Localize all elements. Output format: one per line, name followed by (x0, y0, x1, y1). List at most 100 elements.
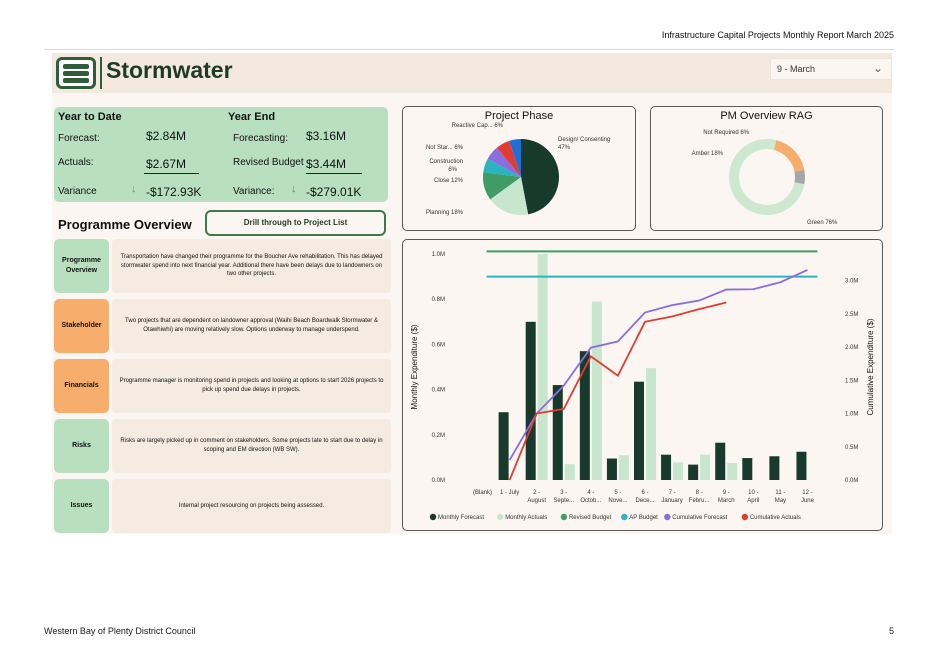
x-tick-label: Febru... (689, 498, 710, 504)
bar-monthly-actuals (591, 301, 602, 480)
bar-monthly-actuals (727, 463, 738, 480)
list-lines-icon (56, 57, 96, 89)
y2-tick-label: 2.5M (845, 312, 858, 318)
ytd-underline (144, 173, 199, 174)
pie-slice (487, 147, 521, 177)
chart-title: Project Phase (484, 110, 554, 122)
y2-tick-label: 0.0M (845, 478, 858, 484)
row-label-risks: Risks (54, 419, 109, 473)
x-tick-label: Dece... (635, 498, 654, 504)
x-tick-label: Septe... (553, 498, 574, 504)
ye-title: Year End (228, 111, 276, 123)
bar-monthly-actuals (700, 454, 711, 480)
bar-monthly-forecast (579, 351, 590, 480)
rag-chart: Green 76% Amber 18% Not Required 6% (692, 130, 838, 226)
x-tick-label: Octob... (580, 498, 601, 504)
data-label: Construction (429, 159, 463, 165)
pie-slice (509, 139, 521, 177)
x-tick-label: 3 - (560, 490, 567, 496)
bar-monthly-forecast (606, 458, 617, 480)
row-label-financials: Financials (54, 359, 109, 413)
ye-forecasting-label: Forecasting: (233, 133, 289, 144)
row-text-programme: Transportation have changed their progra… (112, 239, 391, 293)
data-label: Reactive Cap... 6% (452, 123, 504, 129)
row-label-issues: Issues (54, 479, 109, 533)
slicer-value: 9 - March (777, 64, 816, 74)
kpi-card: Year to Date Forecast: $2.84M Actuals: $… (54, 107, 388, 202)
row-label-programme: Programme Overview (54, 239, 109, 293)
data-label: Amber 18% (692, 151, 724, 157)
x-tick-label: 4 - (587, 490, 594, 496)
expenditure-panel: 0.0M 0.2M 0.4M 0.6M 0.8M 1.0M 0.0M 0.5M 1.0M 1.5M… (402, 239, 883, 531)
ye-revised-label: Revised Budget (233, 157, 304, 168)
y-tick-label: 0.6M (432, 342, 445, 348)
data-label: Green 76% (807, 220, 838, 226)
x-tick-label: 5 - (614, 490, 621, 496)
drill-through-button[interactable]: Drill through to Project List (205, 210, 386, 236)
dashboard: Stormwater 9 - March ⌄ Year to Date Fore… (52, 53, 892, 534)
bar-monthly-forecast (498, 412, 509, 480)
y2-tick-label: 0.5M (845, 445, 858, 451)
ytd-title: Year to Date (58, 111, 122, 123)
x-tick-label: Nove... (608, 498, 627, 504)
y-tick-label: 0.0M (432, 478, 445, 484)
pie-slice (521, 139, 559, 215)
bar-monthly-actuals (646, 368, 656, 480)
chart-title: PM Overview RAG (720, 110, 813, 122)
data-label: Design/ Consenting (558, 137, 610, 143)
pie-slice (496, 140, 521, 177)
row-text-stakeholder: Two projects that are dependent on lando… (112, 299, 391, 353)
data-label: Planning 18% (426, 210, 464, 216)
bar-monthly-actuals (618, 455, 629, 480)
y2-tick-label: 1.0M (845, 412, 858, 418)
x-tick-label: 10 - (748, 490, 758, 496)
legend-marker (429, 513, 437, 521)
bar-monthly-actuals (564, 464, 575, 480)
legend-marker (560, 513, 568, 521)
top-rule (44, 49, 894, 50)
donut-slice (794, 169, 805, 185)
row-text-financials: Programme manager is monitoring spend in… (112, 359, 391, 413)
x-tick-label: April (747, 498, 759, 504)
legend-marker (741, 513, 749, 521)
x-tick-label: (Blank) (473, 490, 492, 496)
data-label: Not Required 6% (703, 130, 749, 136)
legend-label: Cumulative Actuals (750, 515, 801, 521)
bar-monthly-forecast (525, 321, 536, 480)
x-tick-label: 6 - (641, 490, 648, 496)
y-axis-title: Monthly Expenditure ($) (410, 324, 419, 409)
pie-slice (483, 158, 521, 177)
bar-monthly-actuals (673, 462, 684, 480)
pie-slice (490, 177, 529, 215)
ytd-actuals-value: $2.67M (146, 157, 187, 171)
dashboard-header: Stormwater 9 - March ⌄ (52, 53, 892, 93)
legend-label: Monthly Actuals (505, 515, 547, 521)
y-tick-label: 1.0M (432, 252, 445, 258)
bar-monthly-forecast (769, 456, 780, 480)
bar-monthly-forecast (634, 381, 644, 480)
x-tick-label: 12 - (802, 490, 812, 496)
rag-panel: PM Overview RAG Green 76% Amber 18% Not Re… (650, 106, 883, 231)
project-phase-panel: Project Phase Design/ Consenting 47% Plann… (402, 106, 636, 231)
legend-label: AP Budget (629, 515, 658, 521)
ytd-variance-label: Variance (58, 186, 97, 197)
programme-title: Programme Overview (58, 217, 192, 232)
x-tick-label: 9 - (723, 490, 730, 496)
data-label: 47% (558, 145, 571, 151)
legend-marker (621, 513, 628, 521)
row-text-risks: Risks are largely picked up in comment o… (112, 419, 391, 473)
bar-monthly-forecast (661, 454, 672, 480)
cumulative-line (508, 269, 808, 461)
legend-label: Revised Budget (569, 515, 612, 521)
y2-tick-label: 3.0M (845, 279, 858, 285)
down-arrow-icon: ↓ (291, 183, 297, 195)
x-tick-label: 11 - (775, 490, 785, 496)
month-slicer[interactable]: 9 - March ⌄ (770, 58, 892, 80)
ytd-actuals-label: Actuals: (58, 157, 94, 168)
x-tick-label: June (801, 498, 815, 504)
pie-slice (483, 172, 521, 200)
logo-divider (100, 57, 102, 89)
x-tick-label: 8 - (696, 490, 703, 496)
x-tick-label: 2 - (533, 490, 540, 496)
page-number: 5 (888, 626, 894, 636)
